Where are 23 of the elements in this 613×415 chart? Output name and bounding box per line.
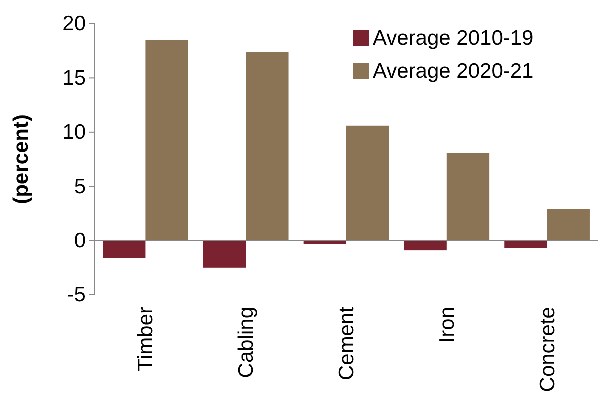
bar	[246, 52, 289, 241]
bar	[203, 240, 246, 268]
bar	[504, 240, 548, 248]
x-tick-label: Cement	[336, 306, 358, 381]
bar	[446, 152, 490, 241]
x-tick-label: Timber	[134, 306, 158, 372]
y-tick-label: 20	[62, 12, 86, 36]
legend-label: Average 2020-21	[373, 60, 534, 83]
bar	[547, 209, 590, 241]
x-tick-label: Concrete	[536, 307, 560, 392]
bar	[103, 240, 146, 258]
bar	[404, 240, 447, 251]
legend-label: Average 2010-19	[373, 27, 534, 50]
y-tick-label: -5	[67, 284, 86, 307]
y-tick-label: 10	[62, 121, 86, 144]
x-tick-label: Cabling	[235, 307, 258, 378]
y-tick-label: 0	[74, 230, 86, 253]
bar	[146, 40, 188, 241]
x-tick-label: Iron	[436, 307, 459, 344]
y-axis-title: (percent)	[10, 114, 33, 204]
y-tick-label: 15	[62, 66, 86, 90]
y-tick-label: 5	[74, 175, 86, 198]
bar	[346, 126, 390, 241]
